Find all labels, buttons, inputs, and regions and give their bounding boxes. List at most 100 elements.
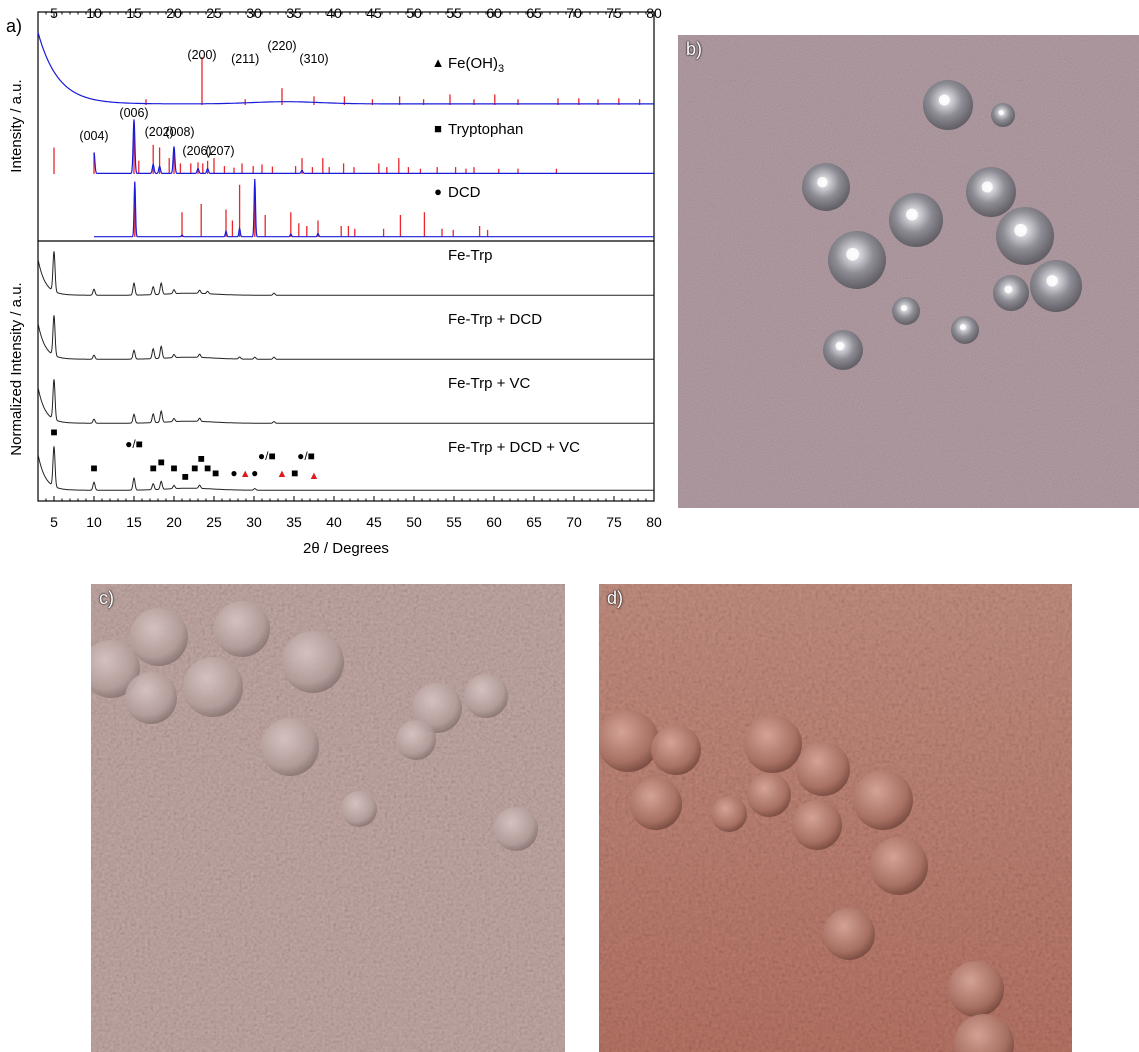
- granule: [91, 640, 140, 698]
- x-tick-label-bottom: 60: [486, 514, 502, 530]
- x-tick-label-bottom: 75: [606, 514, 622, 530]
- droplet: [828, 231, 886, 289]
- photo-b: b): [678, 35, 1139, 508]
- sample-curve: [37, 315, 654, 360]
- granule: [599, 710, 659, 772]
- droplet: [923, 80, 973, 130]
- x-tick-label-bottom: 65: [526, 514, 542, 530]
- sample-curve: [37, 251, 654, 296]
- granule: [823, 908, 875, 960]
- reference-marker: ■: [434, 121, 442, 136]
- phase-marker: ●/■: [258, 449, 276, 463]
- photo-c-image: [91, 584, 565, 1052]
- granule: [125, 672, 177, 724]
- granule: [711, 796, 747, 832]
- granule: [412, 683, 462, 733]
- sample-label: Fe-Trp: [448, 247, 492, 264]
- panel-c-label: c): [99, 588, 114, 608]
- reference-marker: ●: [434, 184, 442, 199]
- phase-marker: ■: [204, 461, 211, 475]
- sample-label: Fe-Trp + VC: [448, 375, 531, 392]
- phase-marker: ■: [198, 451, 205, 465]
- measured-curve: [37, 32, 654, 105]
- droplet: [991, 103, 1015, 127]
- granule: [214, 601, 270, 657]
- panel-a-label: a): [6, 16, 22, 36]
- phase-marker: ■: [191, 461, 198, 475]
- granule: [870, 837, 928, 895]
- x-tick-label-bottom: 25: [206, 514, 222, 530]
- x-axis-label: 2θ / Degrees: [303, 540, 389, 557]
- phase-marker: ■: [158, 455, 165, 469]
- sample-curve: [37, 446, 654, 491]
- x-tick-label-bottom: 5: [50, 514, 58, 530]
- photo-c: c): [91, 584, 565, 1052]
- phase-marker: ●/■: [125, 437, 143, 451]
- phase-marker: ■: [170, 461, 177, 475]
- reference-name: Tryptophan: [448, 121, 523, 138]
- measured-curve: [93, 119, 654, 174]
- granule: [130, 608, 188, 666]
- x-tick-label-bottom: 40: [326, 514, 342, 530]
- x-tick-label-top: 80: [646, 5, 662, 21]
- phase-marker: ■: [90, 461, 97, 475]
- x-tick-label-top: 45: [366, 5, 382, 21]
- droplet: [951, 316, 979, 344]
- x-tick-label-top: 60: [486, 5, 502, 21]
- x-tick-label-top: 10: [86, 5, 102, 21]
- phase-marker-triangle: ▲: [309, 470, 320, 482]
- x-tick-label-bottom: 10: [86, 514, 102, 530]
- granule: [651, 725, 701, 775]
- droplet-highlight: [938, 94, 950, 106]
- granule: [796, 742, 850, 796]
- x-tick-label-top: 70: [566, 5, 582, 21]
- granule: [341, 791, 377, 827]
- droplet-highlight: [1046, 275, 1058, 287]
- droplet: [802, 163, 850, 211]
- hkl-label: (008): [165, 125, 194, 139]
- x-tick-label-top: 75: [606, 5, 622, 21]
- droplet: [823, 330, 863, 370]
- hkl-label: (310): [299, 52, 328, 66]
- x-tick-label-top: 65: [526, 5, 542, 21]
- droplet-highlight: [959, 324, 966, 331]
- phase-marker: ■: [50, 425, 57, 439]
- x-tick-label-top: 15: [126, 5, 142, 21]
- hkl-label: (207): [205, 144, 234, 158]
- hkl-label: (211): [231, 52, 259, 66]
- granule: [948, 961, 1004, 1017]
- sample-curve: [37, 379, 654, 424]
- granule: [744, 715, 802, 773]
- reference-name: Fe(OH)3: [448, 55, 504, 75]
- x-tick-label-bottom: 50: [406, 514, 422, 530]
- droplet-highlight: [981, 181, 993, 193]
- phase-marker: ■: [182, 469, 189, 483]
- x-tick-label-top: 25: [206, 5, 222, 21]
- droplet-highlight: [1014, 223, 1028, 237]
- x-tick-label-top: 40: [326, 5, 342, 21]
- granule: [630, 778, 682, 830]
- phase-marker: ■: [291, 466, 298, 480]
- reference-name: DCD: [448, 184, 481, 201]
- phase-marker: ●/■: [297, 449, 315, 463]
- phase-marker: ●: [251, 466, 258, 480]
- reference-name-subscript: 3: [498, 63, 504, 75]
- granule: [261, 718, 319, 776]
- droplet: [889, 193, 943, 247]
- x-tick-label-top: 55: [446, 5, 462, 21]
- hkl-label: (004): [79, 129, 108, 143]
- x-tick-label-bottom: 45: [366, 514, 382, 530]
- x-tick-label-bottom: 55: [446, 514, 462, 530]
- panel-b-label: b): [686, 39, 703, 59]
- measured-curve: [94, 178, 654, 238]
- granule: [464, 674, 508, 718]
- y-axis-label-bottom: Normalized Intensity / a.u.: [8, 282, 25, 455]
- hkl-label: (220): [267, 39, 296, 53]
- droplet: [996, 207, 1054, 265]
- x-tick-label-bottom: 30: [246, 514, 262, 530]
- x-tick-label-bottom: 20: [166, 514, 182, 530]
- droplet: [1030, 260, 1082, 312]
- x-tick-label-top: 5: [50, 5, 58, 21]
- phase-marker-triangle: ▲: [277, 468, 288, 480]
